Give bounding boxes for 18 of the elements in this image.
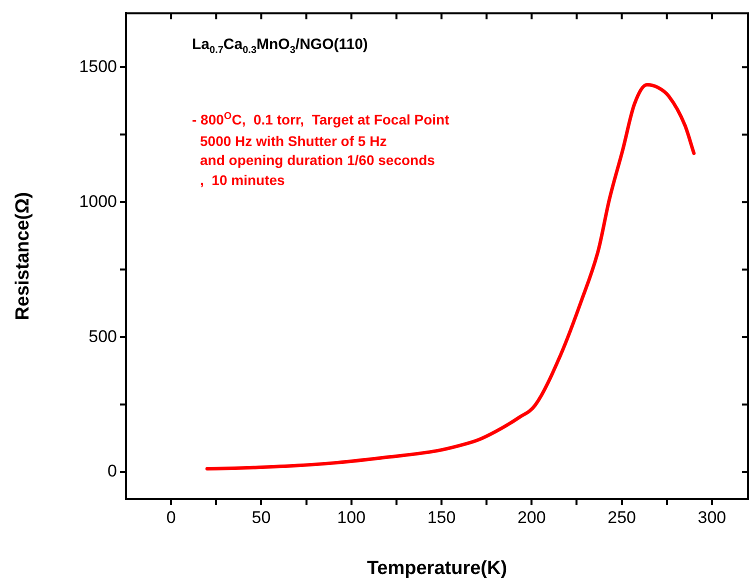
- x-tick-label: 150: [427, 508, 456, 527]
- annotation: La$_{0.7}$Ca$_{0.3}$MnO$_{3}$/NGO(110): [192, 36, 368, 56]
- x-tick-label: 50: [252, 508, 271, 527]
- x-axis-title: Temperature(K): [366, 558, 508, 579]
- y-tick-label: 1000: [79, 192, 117, 211]
- y-tick-label: 500: [88, 326, 117, 346]
- x-tick-label: 0: [166, 508, 176, 527]
- x-tick-label: 200: [517, 508, 546, 527]
- x-tick-label: 250: [608, 508, 636, 527]
- annotation: 5000 Hz with Shutter of 5 Hz: [200, 133, 387, 149]
- y-tick-label: 0: [108, 462, 117, 481]
- x-tick-label: 300: [698, 508, 726, 527]
- annotation: - 800$^{O}$C, 0.1 torr, Target at Focal Point: [192, 111, 450, 128]
- x-tick-label: 100: [337, 508, 366, 527]
- y-axis-title: Resistance(Ω): [12, 192, 34, 320]
- annotation: , 10 minutes: [200, 172, 285, 188]
- y-tick-label: 1500: [79, 56, 117, 76]
- annotation: and opening duration 1/60 seconds: [200, 152, 435, 168]
